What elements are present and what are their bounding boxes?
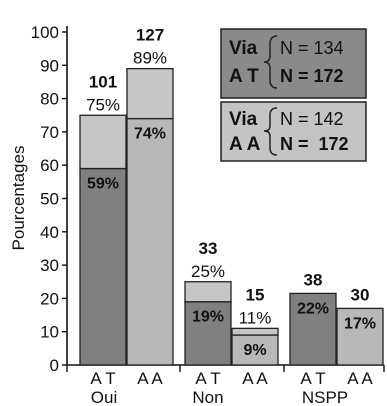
legend-aa: Via A A N = 142 N = 172 <box>220 101 367 162</box>
legend-aa-label: A A <box>229 134 261 155</box>
bar-count-label: 38 <box>304 270 323 289</box>
x-group-label: Non <box>192 388 223 406</box>
legend-at-label: A T <box>229 66 259 87</box>
legend-at: Via A T N = 134 N = 172 <box>220 28 367 99</box>
bar-lower-label: 74% <box>134 126 166 143</box>
bar-lower-segment <box>126 117 174 366</box>
bar-upper-segment <box>184 281 232 303</box>
bar-lower-label: 17% <box>344 315 376 332</box>
bar-count-label: 101 <box>89 72 117 91</box>
x-group-label: NSPP <box>302 388 348 406</box>
x-bar-label: A T <box>195 369 220 388</box>
bar-upper-segment <box>79 114 127 170</box>
y-tick-label: 40 <box>40 223 59 242</box>
bar-lower-label: 19% <box>192 309 224 326</box>
bar-lower-label: 9% <box>243 342 266 359</box>
y-tick-label: 80 <box>40 90 59 109</box>
bar-lower-segment <box>289 292 337 366</box>
y-tick-label: 0 <box>50 356 59 375</box>
x-bar-label: A A <box>347 369 373 388</box>
legend-aa-brace <box>263 107 278 156</box>
x-bar-label: A A <box>137 369 163 388</box>
x-group-label: Oui <box>91 388 117 406</box>
bar-upper-segment <box>231 327 279 336</box>
y-tick-label: 30 <box>40 256 59 275</box>
bar-count-label: 30 <box>351 285 370 304</box>
chart-body: 0 10 20 30 40 50 60 70 80 90 100 59% 75% 101 A T 74% 89%… <box>31 23 385 406</box>
bar-total-label: 11% <box>239 308 272 327</box>
legend-at-via: Via <box>229 38 258 59</box>
y-tick-label: 100 <box>31 23 59 42</box>
bar-lower-label: 22% <box>297 300 329 317</box>
y-tick-label: 10 <box>40 323 59 342</box>
y-tick-label: 50 <box>40 190 59 209</box>
bar-upper-segment <box>126 67 174 120</box>
legend-at-n-partial: N = 134 <box>280 38 344 58</box>
bar-count-label: 15 <box>246 285 265 304</box>
y-axis-label: Pourcentages <box>9 146 28 251</box>
bar-total-label: 25% <box>191 262 225 281</box>
y-tick-label: 20 <box>40 289 59 308</box>
bar-lower-label: 59% <box>87 176 119 193</box>
y-tick-label: 70 <box>40 123 59 142</box>
legend-aa-n-partial: N = 142 <box>280 109 344 129</box>
bar-count-label: 127 <box>136 26 164 45</box>
x-bar-label: A A <box>242 369 268 388</box>
bar-lower-segment <box>79 167 127 366</box>
legend-aa-n-total: N = 172 <box>280 134 349 154</box>
x-bar-label: A T <box>300 369 325 388</box>
y-tick-label: 90 <box>40 56 59 75</box>
y-tick-label: 60 <box>40 156 59 175</box>
bar-count-label: 33 <box>199 239 218 258</box>
legend-at-box <box>220 28 367 99</box>
legend-aa-via: Via <box>229 109 258 130</box>
bar-total-label: 89% <box>133 49 167 68</box>
legend-at-brace <box>263 35 278 89</box>
legend-at-n-total: N = 172 <box>280 66 344 86</box>
bar-lower-segment <box>336 307 384 366</box>
bar-total-label: 75% <box>86 95 120 114</box>
x-bar-label: A T <box>90 369 115 388</box>
legend-aa-box <box>220 101 367 162</box>
